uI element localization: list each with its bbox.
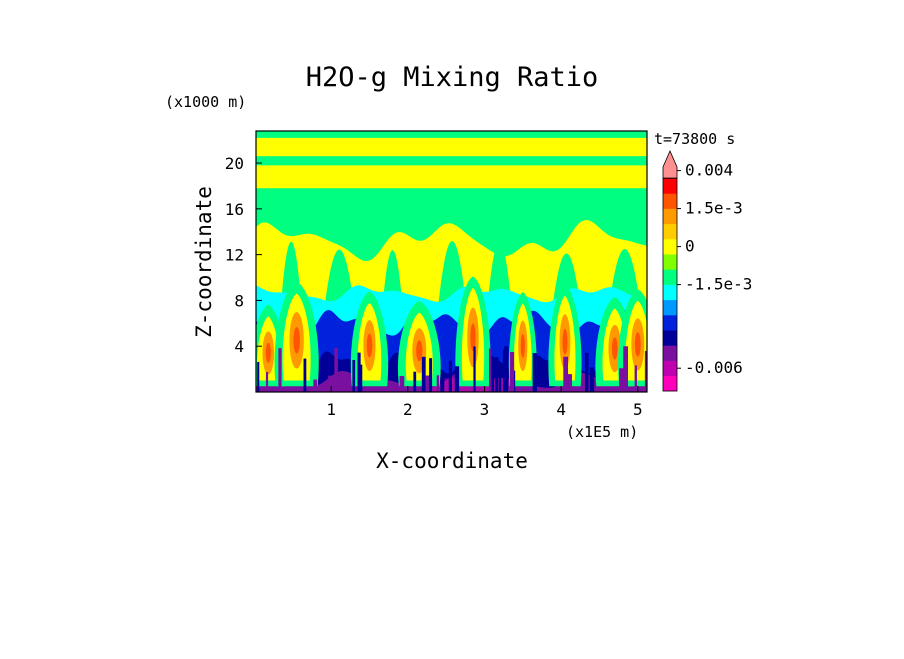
- colorbar-band-12: [663, 193, 677, 209]
- field-plume-center-0: [265, 342, 271, 363]
- field-streak-14: [257, 361, 260, 392]
- colorbar-band-1: [663, 360, 677, 377]
- field-streak-2: [644, 350, 647, 392]
- colorbar-label-1: 1.5e-3: [685, 199, 743, 218]
- field-streak-15: [265, 372, 269, 392]
- field-plume-center-6: [562, 328, 568, 355]
- colorbar-band-8: [663, 254, 677, 270]
- colorbar-band-9: [663, 239, 677, 255]
- field-streak-28: [448, 360, 452, 392]
- x-tick-label-3: 4: [556, 400, 566, 419]
- field-strip-mid: [256, 165, 647, 189]
- colorbar-band-3: [663, 330, 677, 346]
- colorbar-band-4: [663, 315, 677, 331]
- field-streak-27: [303, 358, 307, 392]
- field-plume-center-3: [416, 340, 423, 362]
- field-streak-4: [634, 365, 637, 392]
- field-streak-31: [502, 349, 508, 392]
- field-plume-center-1: [293, 327, 300, 354]
- x-tick-label-0: 1: [326, 400, 336, 419]
- x-tick-label-1: 2: [403, 400, 413, 419]
- colorbar: 0.004 1.5e-3 0 -1.5e-3 -0.006: [662, 150, 752, 392]
- field-streak-37: [584, 352, 589, 392]
- chart-title: H2O-g Mixing Ratio: [306, 62, 599, 93]
- field-plume-center-7: [611, 337, 618, 360]
- colorbar-band-2: [663, 345, 677, 361]
- field-streak-35: [278, 348, 282, 392]
- colorbar-band-6: [663, 284, 677, 301]
- field-streak-12: [510, 351, 515, 392]
- x-axis-ticks: 1 2 3 4 5: [326, 386, 643, 419]
- field-streak-23: [425, 375, 431, 392]
- field-streak-13: [352, 360, 356, 392]
- colorbar-label-2: 0: [685, 237, 695, 256]
- colorbar-label-4: -0.006: [685, 358, 743, 377]
- field-streak-25: [357, 352, 361, 392]
- field-streak-26: [413, 371, 417, 392]
- field-streak-38: [532, 353, 537, 392]
- field-streak-3: [328, 375, 334, 392]
- field-streak-9: [440, 378, 445, 392]
- field-streak-0: [399, 376, 405, 392]
- field-streak-32: [623, 346, 629, 392]
- field-streak-17: [421, 356, 426, 392]
- field-plume-center-4: [470, 323, 476, 352]
- colorbar-band-13: [663, 178, 677, 194]
- time-label: t=73800 s: [654, 130, 735, 148]
- colorbar-band-7: [663, 269, 677, 285]
- colorbar-cap: [662, 150, 678, 179]
- field-streak-36: [589, 367, 594, 392]
- colorbar-label-0: 0.004: [685, 161, 733, 180]
- y-tick-label-0: 4: [234, 337, 244, 356]
- x-tick-label-2: 3: [480, 400, 490, 419]
- y-tick-label-2: 12: [225, 246, 244, 265]
- field-streak-39: [429, 358, 433, 392]
- y-axis-label: Z-coordinate: [192, 186, 216, 338]
- field-strip-top: [256, 137, 647, 157]
- y-tick-label-3: 16: [225, 200, 244, 219]
- y-tick-label-4: 20: [225, 154, 244, 173]
- colorbar-band-10: [663, 223, 677, 240]
- y-tick-label-1: 8: [234, 291, 244, 310]
- field-plume-center-2: [366, 333, 373, 358]
- colorbar-band-11: [663, 208, 677, 225]
- field-streak-30: [454, 366, 460, 392]
- field-plume-center-5: [520, 334, 525, 358]
- plot-frame: [255, 130, 648, 393]
- colorbar-band-0: [663, 375, 677, 392]
- x-scale-note: (x1E5 m): [566, 423, 638, 441]
- field-streak-5: [491, 361, 495, 392]
- field-streak-16: [619, 368, 625, 392]
- field-plume-center-8: [634, 332, 641, 357]
- field-streak-20: [334, 347, 338, 392]
- field-streak-33: [436, 375, 440, 392]
- x-axis-label: X-coordinate: [376, 449, 528, 473]
- field-streak-1: [499, 369, 502, 392]
- y-axis-ticks: 4 8 12 16 20: [225, 154, 262, 356]
- field-streak-6: [313, 379, 318, 392]
- x-tick-label-4: 5: [633, 400, 643, 419]
- heatmap-field: [256, 131, 647, 392]
- colorbar-label-3: -1.5e-3: [685, 275, 752, 294]
- field-streak-21: [567, 374, 572, 392]
- field-streak-11: [473, 346, 476, 392]
- colorbar-band-5: [663, 299, 677, 316]
- y-scale-note: (x1000 m): [165, 93, 246, 111]
- field-streak-7: [563, 356, 568, 392]
- field-streak-34: [488, 348, 492, 392]
- field-streak-19: [495, 357, 499, 392]
